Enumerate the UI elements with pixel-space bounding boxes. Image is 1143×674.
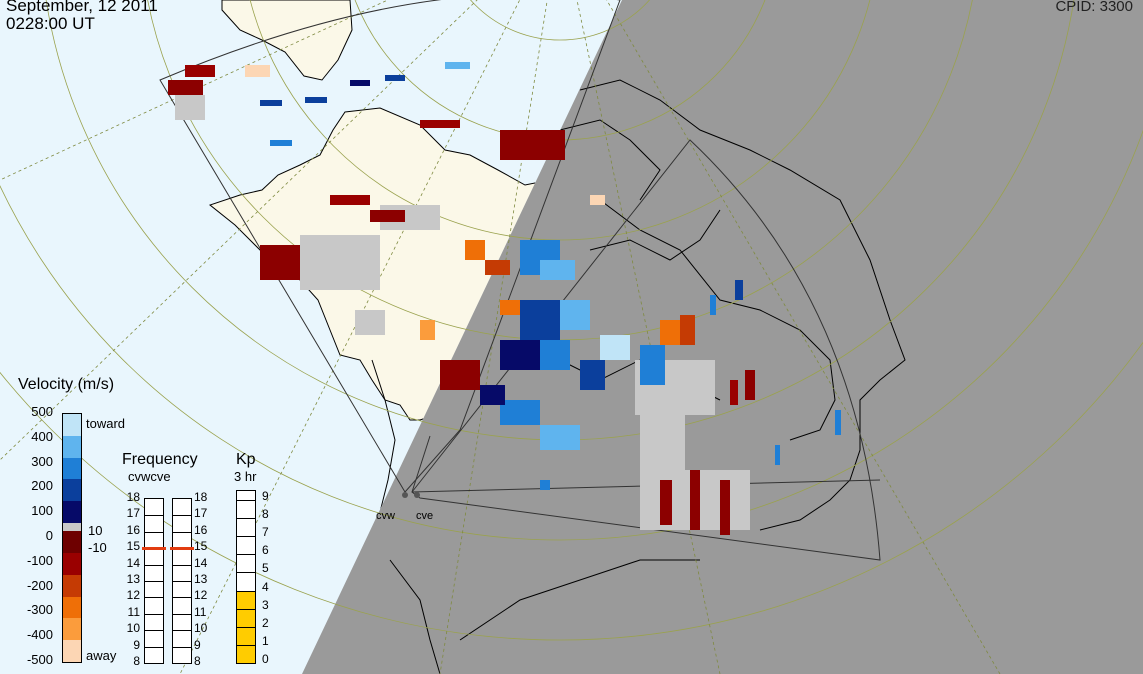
velocity-color-swatch: [63, 574, 81, 598]
velocity-tick-label: 500: [31, 404, 53, 419]
frequency-tick-label: 14: [126, 555, 140, 570]
velocity-tick-label: -200: [26, 577, 53, 593]
away-fast-cells: [245, 65, 695, 345]
kp-tick-label: 4: [262, 579, 269, 594]
frequency-tick-label: 12: [194, 588, 208, 603]
away-label: away: [86, 648, 117, 663]
frequency-meter-cvw: [142, 498, 166, 664]
frequency-tick-label: 16: [194, 522, 208, 537]
frequency-tick-label: 15: [126, 539, 140, 554]
toward-cells: [260, 62, 841, 490]
cpid-label: CPID: 3300: [1055, 0, 1133, 15]
ground-scatter-lower-label: -10: [88, 540, 107, 555]
velocity-tick-label: 400: [31, 428, 53, 444]
frequency-tick-label: 11: [194, 604, 207, 619]
velocity-tick-label: -400: [26, 627, 53, 643]
velocity-color-swatch: [63, 435, 81, 458]
frequency-tick-label: 11: [127, 604, 140, 619]
velocity-tick-label: 200: [31, 478, 53, 494]
frequency-legend-title: Frequency: [122, 451, 198, 468]
velocity-tick-label: 300: [31, 453, 53, 469]
frequency-tick-label: 10: [194, 621, 208, 636]
radar-label-cve: cve: [416, 510, 434, 522]
frequency-tick-label: 16: [126, 522, 140, 537]
velocity-color-swatch: [63, 414, 81, 437]
frequency-tick-label: 9: [194, 637, 201, 652]
kp-tick-label: 0: [262, 652, 269, 666]
radar-sites: [402, 492, 420, 498]
velocity-color-swatch: [63, 596, 81, 619]
velocity-color-swatch: [63, 640, 81, 663]
kp-legend-sub: 3 hr: [234, 469, 257, 484]
velocity-color-swatch: [63, 618, 81, 641]
frequency-tick-label: 13: [126, 572, 140, 586]
velocity-tick-label: -100: [26, 552, 53, 568]
radar-label-cvw: cvw: [376, 510, 395, 522]
kp-meter-bar: [236, 490, 256, 664]
velocity-tick-label: -500: [26, 652, 53, 667]
velocity-tick-label: -300: [26, 602, 53, 618]
velocity-tick-label: 0: [45, 528, 53, 543]
frequency-tick-label: 10: [126, 621, 140, 636]
velocity-color-swatch: [63, 553, 81, 576]
frequency-legend-sub: cvwcve: [128, 469, 171, 484]
kp-legend-title: Kp: [236, 451, 256, 468]
frequency-marker: [142, 547, 166, 551]
night-region: [302, 0, 1143, 674]
velocity-colorbar: [62, 413, 82, 663]
kp-tick-label: 8: [262, 507, 269, 522]
frequency-tick-label: 14: [194, 555, 208, 570]
velocity-color-swatch: [63, 501, 81, 524]
kp-tick-label: 9: [262, 489, 269, 504]
frequency-tick-label: 8: [133, 654, 140, 668]
greenland-land: [221, 0, 353, 81]
frequency-tick-label: 17: [194, 506, 208, 521]
frequency-tick-label: 17: [126, 506, 140, 521]
frequency-tick-label: 15: [194, 539, 208, 554]
ground-scatter-cells: [175, 95, 750, 530]
toward-label: toward: [86, 416, 126, 431]
kp-tick-label: 2: [262, 615, 269, 630]
date-label: September, 12 2011: [6, 0, 158, 15]
velocity-color-swatch: [63, 457, 81, 480]
time-label: 0228:00 UT: [6, 14, 95, 33]
velocity-color-swatch: [63, 479, 81, 502]
away-cells: [168, 65, 755, 535]
kp-tick-label: 3: [262, 597, 269, 612]
frequency-tick-label: 9: [133, 637, 140, 652]
kp-tick-label: 1: [262, 633, 269, 648]
kp-tick-label: 6: [262, 543, 269, 558]
velocity-color-swatch: [63, 531, 81, 554]
frequency-marker: [170, 547, 194, 551]
ground-scatter-upper-label: 10: [88, 523, 103, 538]
frequency-tick-label: 18: [126, 490, 140, 504]
frequency-tick-label: 8: [194, 654, 201, 668]
frequency-tick-label: 13: [194, 572, 208, 586]
velocity-tick-label: 100: [31, 503, 53, 519]
frequency-tick-label: 12: [126, 588, 140, 603]
frequency-tick-label: 18: [194, 490, 208, 504]
kp-tick-label: 7: [262, 525, 269, 540]
frequency-meter-cve: [170, 498, 194, 664]
velocity-legend-title: Velocity (m/s): [18, 376, 115, 393]
kp-tick-label: 5: [262, 561, 269, 576]
longitude-grid: [0, 0, 1001, 674]
ground-scatter-swatch: [63, 522, 81, 532]
